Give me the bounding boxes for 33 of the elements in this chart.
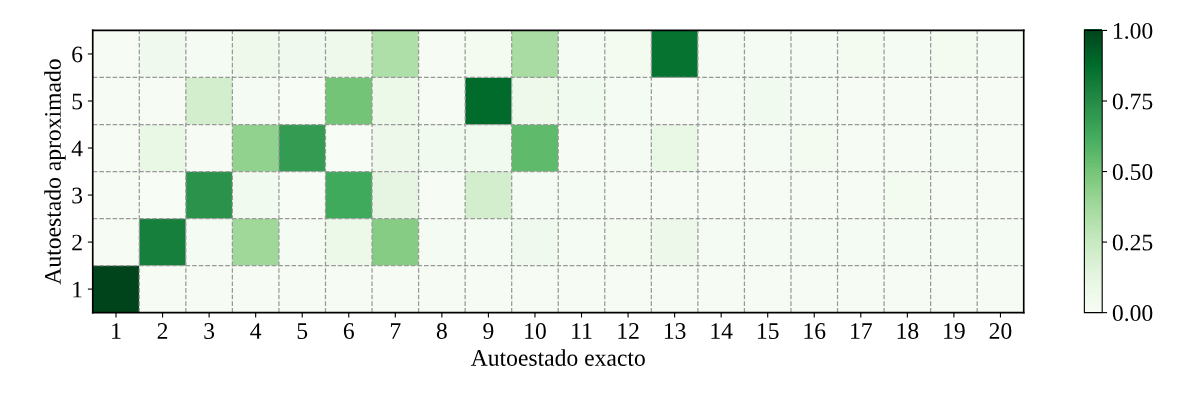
x-tick-label: 12	[618, 323, 639, 339]
x-tick-label: 5	[297, 323, 308, 339]
x-tick-label: 11	[572, 323, 592, 339]
x-tick-label: 17	[851, 323, 872, 339]
x-tick-label: 4	[250, 323, 262, 339]
y-tick-label: 3	[72, 187, 83, 204]
x-tick-label: 7	[390, 323, 401, 339]
y-tick-label: 5	[72, 93, 83, 110]
x-tick-label: 3	[204, 323, 215, 339]
x-tick-label: 19	[944, 323, 965, 339]
x-tick-label: 8	[436, 323, 447, 339]
color-bar-label: 1.00	[1114, 22, 1153, 39]
x-tick-label: 9	[483, 323, 494, 339]
y-axis-title: Autoestado aproximado	[44, 59, 66, 285]
x-tick-label: 6	[343, 323, 354, 339]
y-tick-label: 6	[72, 46, 83, 63]
x-tick-label: 18	[897, 323, 919, 339]
x-tick-label: 13	[664, 323, 686, 339]
x-tick-label: 16	[804, 323, 826, 339]
color-bar-label: 0.25	[1112, 234, 1153, 251]
color-bar-label: 0.75	[1112, 93, 1153, 110]
x-tick-label: 14	[711, 323, 733, 339]
x-tick-label: 20	[989, 323, 1012, 339]
y-tick-label: 2	[72, 234, 82, 251]
x-tick-label: 15	[757, 323, 779, 339]
x-tick-label: 10	[525, 323, 546, 339]
y-tick-label: 1	[73, 281, 82, 298]
x-tick-label: 1	[112, 323, 121, 339]
x-axis-title: Autoestado exacto	[470, 349, 645, 366]
y-tick-label: 4	[71, 140, 83, 157]
x-tick-label: 2	[157, 323, 168, 339]
color-bar-label: 0.50	[1112, 164, 1153, 181]
color-bar-label: 0.00	[1112, 305, 1153, 322]
